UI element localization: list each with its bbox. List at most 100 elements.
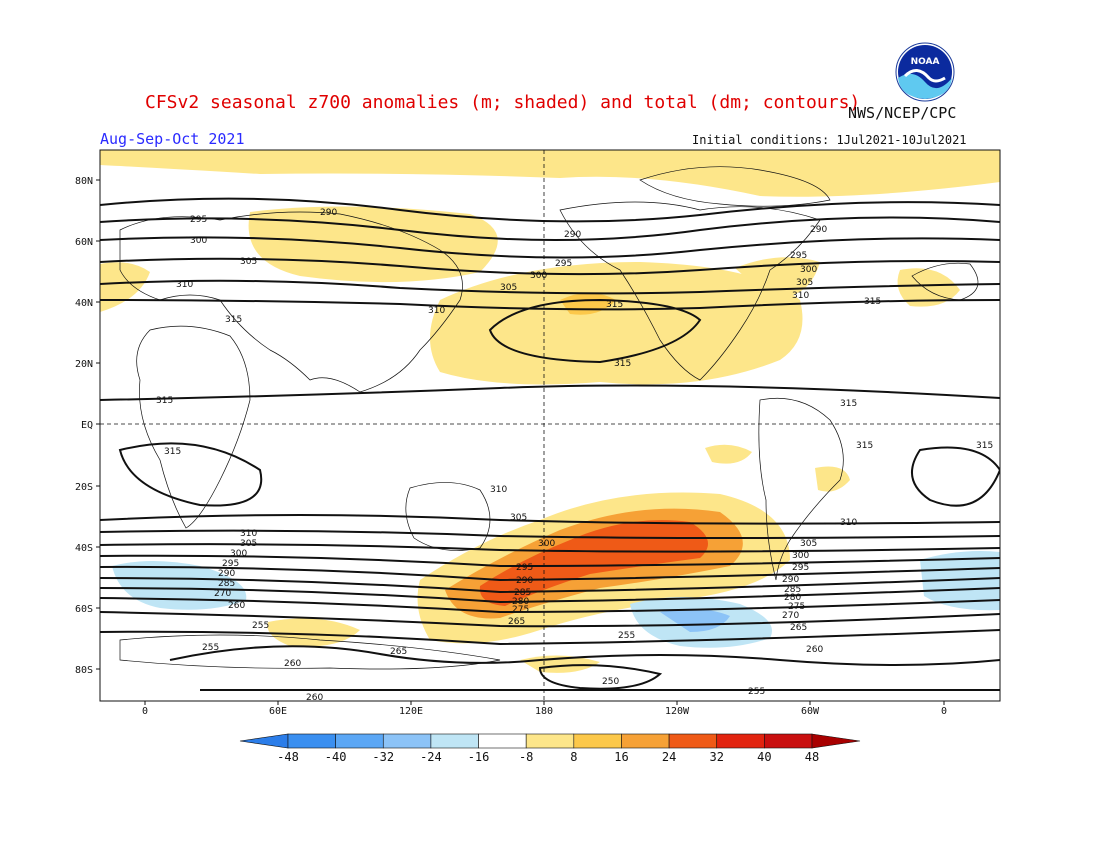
- lon-label: 120W: [665, 706, 690, 717]
- contour-label: 260: [284, 659, 301, 669]
- lat-axis: 80N 60N 40N 20N EQ 20S 40S 60S 80S: [75, 176, 100, 676]
- contour-label: 315: [840, 399, 857, 409]
- colorbar-bin: [335, 733, 384, 749]
- contour-label: 290: [516, 576, 533, 586]
- colorbar-tick-label: -48: [277, 750, 299, 764]
- colorbar-bin: [573, 733, 622, 749]
- contour-label: 305: [800, 539, 817, 549]
- contour-label: 265: [390, 647, 407, 657]
- lon-label: 60E: [269, 706, 287, 717]
- colorbar-bin: [764, 733, 813, 749]
- noaa-logo: NOAA: [895, 42, 955, 102]
- colorbar-tick-label: -40: [325, 750, 347, 764]
- contour-label: 310: [792, 291, 809, 301]
- contour-label: 315: [856, 441, 873, 451]
- contour-label: 315: [156, 396, 173, 406]
- contour-label: 250: [602, 677, 619, 687]
- contour-label: 285: [218, 579, 235, 589]
- lat-label: EQ: [81, 420, 93, 431]
- contour-label: 310: [176, 280, 193, 290]
- contour-labels: 290 295 300 305 310 315 290 295 300 305 …: [156, 208, 993, 703]
- colorbar-bin: [430, 733, 479, 749]
- contour-label: 315: [614, 359, 631, 369]
- contour-label: 295: [190, 215, 207, 225]
- contour-label: 260: [806, 645, 823, 655]
- lon-label: 0: [142, 706, 148, 717]
- colorbar-bin: [525, 733, 575, 749]
- contour-label: 290: [564, 230, 581, 240]
- anomaly-shading: [100, 150, 1000, 673]
- colorbar-tick-label: -32: [372, 750, 394, 764]
- colorbar-bin: [621, 733, 670, 749]
- lat-label: 80S: [75, 665, 93, 676]
- contour-label: 285: [784, 585, 801, 595]
- lon-label: 120E: [399, 706, 423, 717]
- contour-label: 315: [976, 441, 993, 451]
- contour-label: 305: [500, 283, 517, 293]
- contour-label: 255: [748, 687, 765, 697]
- contour-label: 310: [840, 518, 857, 528]
- colorbar-bin: [478, 733, 527, 749]
- contour-label: 280: [784, 593, 801, 603]
- contour-label: 275: [512, 605, 529, 615]
- contour-label: 310: [240, 529, 257, 539]
- season-label: Aug-Sep-Oct 2021: [100, 130, 245, 148]
- contour-label: 310: [490, 485, 507, 495]
- contour-label: 280: [512, 597, 529, 607]
- contour-label: 290: [782, 575, 799, 585]
- lat-label: 40N: [75, 298, 93, 309]
- colorbar-tick-label: 16: [614, 750, 628, 764]
- contour-label: 255: [202, 643, 219, 653]
- colorbar-tick-label: 48: [805, 750, 819, 764]
- lon-label: 0: [941, 706, 947, 717]
- colorbar-tick-label: -16: [468, 750, 490, 764]
- lat-label: 40S: [75, 543, 93, 554]
- svg-text:NOAA: NOAA: [911, 57, 940, 67]
- contour-label: 315: [864, 297, 881, 307]
- credit-label: NWS/NCEP/CPC: [848, 104, 957, 122]
- contour-label: 265: [508, 617, 525, 627]
- contour-label: 315: [225, 315, 242, 325]
- contour-label: 300: [538, 539, 555, 549]
- colorbar-bin: [287, 733, 336, 749]
- lat-label: 60S: [75, 604, 93, 615]
- contour-label: 255: [618, 631, 635, 641]
- contour-label: 305: [240, 257, 257, 267]
- contour-label: 290: [218, 569, 235, 579]
- contour-label: 295: [516, 563, 533, 573]
- colorbar: -48 -40 -32 -24 -16 -8 8 16 24 32 40 48: [239, 733, 861, 764]
- colorbar-tick-label: 40: [757, 750, 771, 764]
- contour-label: 305: [796, 278, 813, 288]
- contour-label: 300: [792, 551, 809, 561]
- lon-label: 60W: [801, 706, 820, 717]
- colorbar-bin: [668, 733, 718, 749]
- contour-label: 285: [514, 588, 531, 598]
- contour-label: 295: [222, 559, 239, 569]
- colorbar-bin: [382, 733, 432, 749]
- colorbar-bin: [716, 733, 765, 749]
- colorbar-tick-label: 24: [662, 750, 676, 764]
- contour-label: 300: [230, 549, 247, 559]
- lon-axis: 0 60E 120E 180 120W 60W 0: [142, 701, 947, 717]
- initial-conditions-label: Initial conditions: 1Jul2021-10Jul2021: [692, 133, 967, 147]
- contour-label: 305: [240, 539, 257, 549]
- lat-label: 80N: [75, 176, 93, 187]
- colorbar-left-arrow: [239, 733, 289, 749]
- contour-label: 300: [530, 271, 547, 281]
- contour-label: 295: [790, 251, 807, 261]
- contour-label: 300: [190, 236, 207, 246]
- lat-label: 60N: [75, 237, 93, 248]
- contour-label: 315: [606, 300, 623, 310]
- contour-label: 295: [555, 259, 572, 269]
- colorbar-tick-label: -24: [420, 750, 442, 764]
- chart-title: CFSv2 seasonal z700 anomalies (m; shaded…: [145, 92, 861, 113]
- contour-label: 290: [320, 208, 337, 218]
- contour-label: 270: [214, 589, 231, 599]
- height-contours: [100, 197, 1000, 692]
- contour-label: 255: [252, 621, 269, 631]
- contour-label: 270: [782, 611, 799, 621]
- colorbar-tick-label: -8: [519, 750, 533, 764]
- contour-label: 295: [792, 563, 809, 573]
- colorbar-tick-label: 8: [570, 750, 577, 764]
